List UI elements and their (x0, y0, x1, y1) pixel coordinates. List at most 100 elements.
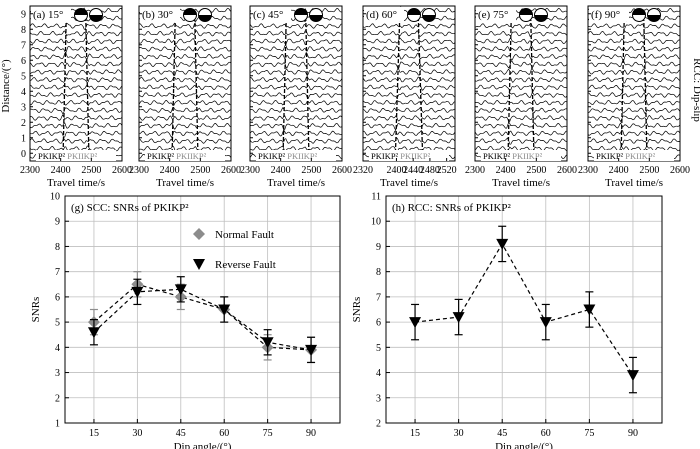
waveform-trace (249, 75, 343, 83)
side-label: RCC: Dip-slip (691, 58, 700, 122)
y-axis-label: SNRs (30, 297, 42, 323)
chart-title: (g) SCC: SNRs of PKIKP² (71, 202, 189, 214)
phase-line-pkikp (62, 19, 67, 154)
beachball-quadrant (407, 8, 421, 15)
y-tick-label: 5 (55, 318, 60, 329)
x-tick-label: 15 (410, 428, 420, 439)
waveform-trace (138, 107, 231, 114)
phase-line-pkiikp (530, 19, 535, 154)
y-tick-label: 7 (376, 292, 381, 303)
data-point-triangle (539, 317, 552, 329)
x-tick-label: 2300 (20, 165, 40, 176)
waveform-trace (29, 30, 123, 37)
x-tick-label: 60 (219, 428, 229, 439)
waveform-trace (587, 145, 681, 152)
x-tick-label: 2600 (332, 165, 352, 176)
phase-label-pkiikp: PKIIKP² (400, 151, 430, 161)
waveform-trace (362, 122, 455, 131)
waveform-trace (250, 30, 343, 37)
phase-label-pkiikp: PKIIKP² (625, 151, 655, 161)
data-point-triangle (131, 286, 144, 298)
waveform-panel: (b) 30° PKIKP² PKIIKP² 2300 2400 2500 2600 Tra… (129, 5, 241, 189)
beachball-icon (647, 8, 661, 22)
waveform-panel: (a) 15° PKIKP² PKIIKP² 2300 2400 2500 2600 Tra… (20, 5, 132, 189)
waveform-trace (138, 22, 232, 30)
x-tick-label: 2480 (420, 165, 440, 176)
waveform-panel: (c) 45° PKIKP² PKIIKP² 2300 2400 2500 2600 Tra… (240, 5, 352, 189)
panel-label: (a) 15° (33, 9, 63, 21)
beachball-icon (198, 8, 212, 22)
x-tick-label: 2520 (437, 165, 457, 176)
waveform-trace (138, 145, 232, 152)
panel-label-background (251, 7, 291, 21)
panel-label-background (364, 7, 404, 21)
waveform-trace (29, 114, 123, 121)
x-tick-label: 2400 (609, 165, 629, 176)
waveform-trace (249, 92, 343, 99)
phase-line-pkikp (620, 19, 625, 154)
waveform-trace (474, 99, 568, 106)
panel-frame (474, 5, 568, 162)
waveform-trace (249, 115, 343, 121)
waveform-trace (474, 130, 567, 136)
waveform-trace (138, 44, 232, 53)
beachball-icon (422, 8, 436, 22)
waveform-trace (249, 23, 343, 29)
y-tick-label: 3 (376, 393, 381, 404)
waveform-trace (362, 137, 456, 144)
series-reverse-fault (409, 225, 639, 394)
waveform-trace (474, 60, 568, 69)
y-tick-label: 8 (376, 267, 381, 278)
beachball-quadrant (198, 15, 212, 22)
phase-line-pkiikp (85, 19, 90, 154)
phase-labels: PKIKP² PKIIKP² (38, 151, 98, 161)
y-tick-label: 1 (55, 419, 60, 430)
series-line (415, 242, 634, 376)
waveform-trace (29, 99, 123, 106)
waveform-trace (587, 76, 681, 84)
waveform-trace (588, 59, 681, 69)
phase-labels: PKIKP² PKIIKP² (596, 151, 656, 161)
waveform-trace (249, 107, 343, 113)
panel-label: (f) 90° (591, 9, 620, 21)
x-tick-label: 30 (132, 428, 142, 439)
phase-label-background (36, 150, 116, 161)
waveform-trace (474, 92, 568, 98)
waveform-trace (587, 84, 681, 92)
waveform-trace (474, 30, 568, 38)
beachball-icon (183, 8, 197, 22)
x-axis-label: Travel time/s (156, 177, 214, 189)
x-tick-label: 2400 (386, 165, 406, 176)
beachball-quadrant (309, 15, 323, 22)
waveform-trace (29, 122, 123, 129)
waveform-trace (362, 84, 455, 91)
beachball-icon (309, 8, 323, 22)
waveform-trace (362, 115, 456, 122)
waveform-trace (474, 107, 568, 114)
waveform-trace (249, 122, 343, 131)
beachball-quadrant (534, 15, 548, 22)
panel-label-background (476, 7, 516, 21)
x-tick-label: 2300 (240, 165, 260, 176)
x-axis-label: Dip angle/(°) (495, 441, 553, 449)
y-tick-label: 4 (55, 343, 60, 354)
panel-frame (249, 5, 343, 162)
phase-label-pkiikp: PKIIKP² (512, 151, 542, 161)
beachball-quadrant (74, 8, 88, 15)
waveform-trace (474, 121, 567, 129)
x-tick-label: 2600 (670, 165, 690, 176)
chart-title: (h) RCC: SNRs of PKIKP² (392, 202, 512, 214)
phase-line-pkikp (282, 19, 287, 154)
waveform-trace (249, 44, 343, 52)
phase-label-pkikp: PKIKP² (596, 151, 625, 161)
waveform-trace (29, 52, 122, 60)
waveform-trace (138, 69, 232, 76)
waveform-trace (474, 53, 568, 61)
phase-line-pkiikp (194, 19, 199, 154)
waveform-panels: (a) 15° PKIKP² PKIIKP² 2300 2400 2500 2600 Tra… (20, 5, 690, 189)
waveform-trace (587, 107, 681, 115)
y-tick-label: 6 (376, 318, 381, 329)
waveform-trace (29, 137, 123, 144)
phase-label-background (369, 150, 449, 161)
